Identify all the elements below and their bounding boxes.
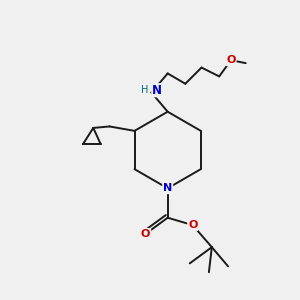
Text: O: O — [188, 220, 197, 230]
Text: O: O — [226, 55, 236, 65]
Text: N: N — [152, 84, 162, 97]
Text: H: H — [141, 85, 149, 95]
Text: N: N — [163, 183, 172, 193]
Text: O: O — [141, 229, 150, 239]
